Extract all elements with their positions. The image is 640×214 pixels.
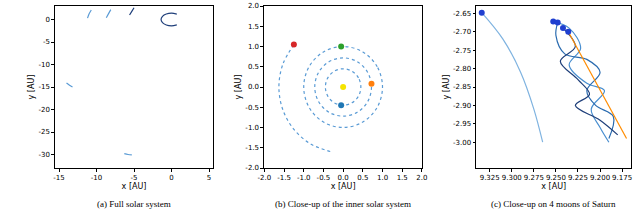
svg-text:-2.90: -2.90 (453, 102, 471, 110)
svg-text:-1.0: -1.0 (297, 174, 311, 182)
svg-text:0: 0 (169, 174, 173, 182)
svg-text:-0.5: -0.5 (245, 104, 259, 112)
svg-text:-1.5: -1.5 (245, 144, 259, 152)
svg-text:-10: -10 (91, 174, 102, 182)
svg-text:9.275: 9.275 (524, 174, 544, 182)
svg-text:2.0: 2.0 (416, 174, 427, 182)
svg-text:-2.65: -2.65 (453, 10, 471, 18)
svg-text:1.0: 1.0 (377, 174, 388, 182)
svg-text:-15: -15 (39, 83, 50, 91)
svg-text:5: 5 (207, 174, 211, 182)
svg-text:1.5: 1.5 (248, 23, 259, 31)
svg-text:-0.5: -0.5 (317, 174, 331, 182)
svg-text:0.5: 0.5 (357, 174, 368, 182)
svg-text:-2.0: -2.0 (258, 174, 272, 182)
svg-text:2.0: 2.0 (248, 2, 259, 10)
svg-text:(c) Close-up on 4 moons of Sat: (c) Close-up on 4 moons of Saturn (491, 199, 616, 209)
svg-text:y [AU]: y [AU] (27, 75, 36, 100)
svg-text:9.225: 9.225 (568, 174, 588, 182)
svg-text:-25: -25 (39, 128, 50, 136)
svg-text:-2.0: -2.0 (245, 164, 259, 172)
svg-text:-5: -5 (43, 38, 50, 46)
svg-text:x [AU]: x [AU] (122, 182, 147, 191)
svg-text:-2.95: -2.95 (453, 120, 471, 128)
svg-text:9.175: 9.175 (612, 174, 632, 182)
svg-text:(b) Close-up of the inner sola: (b) Close-up of the inner solar system (275, 199, 411, 209)
svg-text:-2.85: -2.85 (453, 83, 471, 91)
svg-text:(a) Full solar system: (a) Full solar system (97, 199, 171, 209)
svg-text:-2.75: -2.75 (453, 47, 471, 55)
svg-text:0.5: 0.5 (248, 63, 259, 71)
svg-text:x [AU]: x [AU] (331, 182, 356, 191)
svg-text:0.0: 0.0 (338, 174, 349, 182)
svg-text:1.5: 1.5 (397, 174, 408, 182)
svg-text:9.250: 9.250 (546, 174, 566, 182)
svg-text:-2.80: -2.80 (453, 65, 471, 73)
svg-text:-3.00: -3.00 (453, 139, 471, 147)
svg-text:0.0: 0.0 (248, 83, 259, 91)
svg-text:-30: -30 (39, 151, 50, 159)
svg-text:9.325: 9.325 (480, 174, 500, 182)
svg-text:-1.5: -1.5 (277, 174, 291, 182)
svg-text:0: 0 (46, 16, 50, 24)
svg-text:-15: -15 (53, 174, 64, 182)
svg-text:-10: -10 (39, 61, 50, 69)
svg-text:9.300: 9.300 (502, 174, 522, 182)
svg-text:-5: -5 (131, 174, 138, 182)
svg-text:y [AU]: y [AU] (442, 75, 451, 100)
svg-text:9.200: 9.200 (590, 174, 610, 182)
svg-text:-20: -20 (39, 106, 50, 114)
svg-text:y [AU]: y [AU] (234, 75, 243, 100)
svg-text:x [AU]: x [AU] (541, 182, 566, 191)
svg-text:-1.0: -1.0 (245, 124, 259, 132)
svg-text:-2.70: -2.70 (453, 28, 471, 36)
svg-text:1.0: 1.0 (248, 43, 259, 51)
